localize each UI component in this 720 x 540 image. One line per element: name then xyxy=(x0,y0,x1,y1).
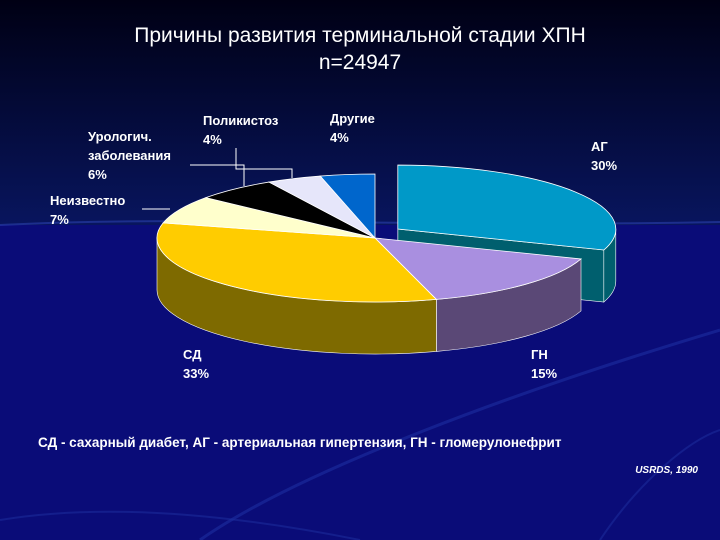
chart-footnote: СД - сахарный диабет, АГ - артериальная … xyxy=(38,435,562,450)
pie-slice xyxy=(319,173,376,240)
slice-label-name: Другие xyxy=(330,111,375,126)
slice-label: ГН 15% xyxy=(531,345,557,383)
slice-label-value: 15% xyxy=(531,366,558,381)
slice-label: СД 33% xyxy=(183,345,209,383)
leader-line xyxy=(190,164,245,186)
slice-label-value: 30% xyxy=(591,158,618,173)
slide-title: Причины развития терминальной стадии ХПН… xyxy=(0,22,720,76)
slice-label-name: Поликистоз xyxy=(203,113,279,128)
slice-label-value: 4% xyxy=(203,132,222,147)
pie-slice xyxy=(156,222,438,303)
slice-label: АГ 30% xyxy=(591,137,617,175)
pie-slice xyxy=(397,164,617,251)
slice-label: Неизвестно 7% xyxy=(50,191,125,229)
leader-line xyxy=(235,148,293,178)
pie-slice xyxy=(373,237,582,300)
slice-label-name: Неизвестно xyxy=(50,193,126,208)
slice-label: Урологич. заболевания 6% xyxy=(88,127,171,184)
slice-label: Поликистоз 4% xyxy=(203,111,278,149)
chart-source: USRDS, 1990 xyxy=(635,465,698,476)
slice-label-value: 33% xyxy=(183,366,210,381)
title-line-1: Причины развития терминальной стадии ХПН xyxy=(134,24,586,47)
slice-label-name: Урологич. xyxy=(88,129,152,144)
slice-label-value: 7% xyxy=(50,212,69,227)
slice-label-name: ГН xyxy=(531,347,548,362)
slice-label-name: АГ xyxy=(591,139,608,154)
slice-label: Другие 4% xyxy=(330,109,375,147)
slice-label-name: заболевания xyxy=(88,148,171,163)
slice-label-value: 6% xyxy=(88,167,107,182)
slice-label-name: СД xyxy=(183,347,202,362)
title-line-2: n=24947 xyxy=(318,51,402,74)
slice-label-value: 4% xyxy=(330,130,349,145)
